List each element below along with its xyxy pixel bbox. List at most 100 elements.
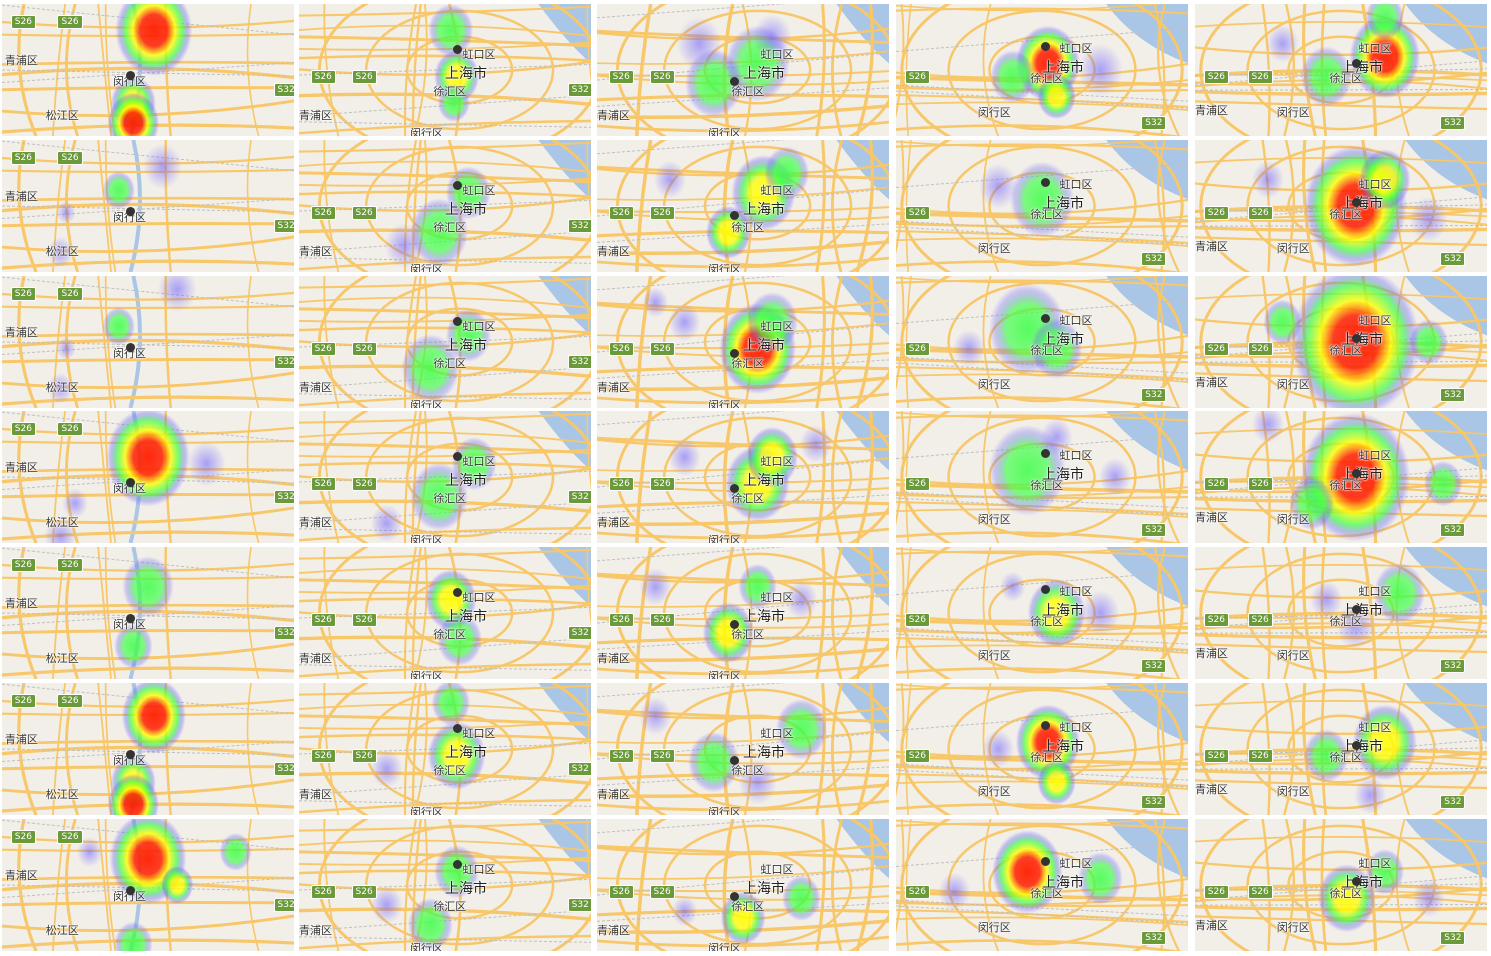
location-marker[interactable] [1351,334,1361,344]
location-marker[interactable] [452,316,462,326]
map-tile-r2-c1[interactable]: 青浦区 闵行区 徐汇区 虹口区 上海市 S26 S26 S32 [299,276,591,408]
map-tile-r6-c2[interactable]: 青浦区 闵行区 徐汇区 虹口区 上海市 S26 S26 [597,819,889,951]
location-marker[interactable] [1351,59,1361,69]
location-marker[interactable] [126,886,136,896]
map-tile-r5-c1[interactable]: 青浦区 闵行区 徐汇区 虹口区 上海市 S26 S26 S32 [299,683,591,815]
location-marker[interactable] [126,71,136,81]
map-canvas [2,140,294,272]
xuhui-label: 徐汇区 [731,357,765,371]
map-tile-r2-c3[interactable]: 闵行区 徐汇区 虹口区 上海市 S26 S32 [896,276,1188,408]
location-marker[interactable] [126,343,136,353]
location-marker[interactable] [730,211,740,221]
railway [597,276,787,291]
location-marker[interactable] [1351,198,1361,208]
location-marker[interactable] [1040,857,1050,867]
location-marker[interactable] [126,207,136,217]
s26-shield: S26 [904,206,930,220]
map-tile-r6-c3[interactable]: 闵行区 徐汇区 虹口区 上海市 S26 S32 [896,819,1188,951]
map-tile-r1-c1[interactable]: 青浦区 闵行区 徐汇区 虹口区 上海市 S26 S26 S32 [299,140,591,272]
qingpu-label: 青浦区 [597,787,630,801]
map-tile-r3-c2[interactable]: 青浦区 闵行区 徐汇区 虹口区 上海市 S26 S26 [597,411,889,543]
location-marker[interactable] [730,348,740,358]
location-marker[interactable] [452,587,462,597]
map-tile-r0-c4[interactable]: 青浦区 闵行区 徐汇区 虹口区 上海市 S26 S26 S32 [1195,4,1487,136]
map-tile-r2-c4[interactable]: 青浦区 闵行区 徐汇区 虹口区 上海市 S26 S26 S32 [1195,276,1487,408]
map-tile-r3-c1[interactable]: 青浦区 闵行区 徐汇区 虹口区 上海市 S26 S26 S32 [299,411,591,543]
location-marker[interactable] [730,619,740,629]
map-tile-r0-c3[interactable]: 闵行区 徐汇区 虹口区 上海市 S26 S32 [896,4,1188,136]
minhang-label: 闵行区 [707,263,741,272]
map-tile-r6-c0[interactable]: 青浦区 松江区 闵行区 S26 S26 S32 [2,819,294,951]
heat-blob [1409,196,1448,242]
xuhui-label: 徐汇区 [433,628,467,642]
location-marker[interactable] [1040,42,1050,52]
road [104,411,117,543]
minhang-label: 闵行区 [1276,921,1310,935]
location-marker[interactable] [1040,721,1050,731]
qingpu-label: 青浦区 [299,651,332,665]
road [2,196,294,202]
road [815,4,826,136]
map-tile-r4-c0[interactable]: 青浦区 松江区 闵行区 S26 S26 S32 [2,547,294,679]
heat-blob [1266,24,1299,63]
map-tile-r5-c3[interactable]: 闵行区 徐汇区 虹口区 上海市 S26 S32 [896,683,1188,815]
map-tile-r1-c3[interactable]: 闵行区 徐汇区 虹口区 上海市 S26 S32 [896,140,1188,272]
location-marker[interactable] [730,755,740,765]
map-tile-r3-c4[interactable]: 青浦区 闵行区 徐汇区 虹口区 上海市 S26 S26 S32 [1195,411,1487,543]
location-marker[interactable] [730,76,740,86]
map-tile-r3-c3[interactable]: 闵行区 徐汇区 虹口区 上海市 S26 S32 [896,411,1188,543]
map-tile-r2-c2[interactable]: 青浦区 闵行区 徐汇区 虹口区 上海市 S26 S26 [597,276,889,408]
map-tile-r6-c4[interactable]: 青浦区 闵行区 徐汇区 虹口区 上海市 S26 S26 S32 [1195,819,1487,951]
map-tile-r4-c3[interactable]: 闵行区 徐汇区 虹口区 上海市 S26 S32 [896,547,1188,679]
location-marker[interactable] [1040,585,1050,595]
map-tile-r4-c1[interactable]: 青浦区 闵行区 徐汇区 虹口区 上海市 S26 S26 S32 [299,547,591,679]
heat-blob [720,891,766,945]
minhang-label: 闵行区 [1276,649,1310,663]
map-tile-r0-c1[interactable]: 青浦区 闵行区 徐汇区 虹口区 上海市 S26 S26 S32 [299,4,591,136]
location-marker[interactable] [1040,314,1050,324]
map-tile-r3-c0[interactable]: 青浦区 松江区 闵行区 S26 S26 S32 [2,411,294,543]
s32-shield: S32 [1141,252,1167,267]
xuhui-label: 徐汇区 [433,492,467,506]
road [896,822,1188,830]
heat-blob [1030,318,1083,379]
road [896,7,1188,15]
map-tile-r5-c4[interactable]: 青浦区 闵行区 徐汇区 虹口区 上海市 S26 S26 S32 [1195,683,1487,815]
hongkou-label: 虹口区 [1358,720,1392,734]
location-marker[interactable] [126,614,136,624]
map-tile-r4-c4[interactable]: 青浦区 闵行区 徐汇区 虹口区 上海市 S26 S26 S32 [1195,547,1487,679]
s26-shield: S26 [310,342,336,356]
location-marker[interactable] [1351,605,1361,615]
map-tile-r6-c1[interactable]: 青浦区 闵行区 徐汇区 虹口区 上海市 S26 S26 S32 [299,819,591,951]
map-tile-r5-c0[interactable]: 青浦区 松江区 闵行区 S26 S26 S32 [2,683,294,815]
location-marker[interactable] [452,180,462,190]
location-marker[interactable] [1351,469,1361,479]
map-tile-r2-c0[interactable]: 青浦区 松江区 闵行区 S26 S26 S32 [2,276,294,408]
location-marker[interactable] [452,859,462,869]
location-marker[interactable] [730,891,740,901]
location-marker[interactable] [126,750,136,760]
map-tile-r5-c2[interactable]: 青浦区 闵行区 徐汇区 虹口区 上海市 S26 S26 [597,683,889,815]
location-marker[interactable] [452,723,462,733]
heat-blob [1300,46,1353,107]
road [299,326,591,334]
location-marker[interactable] [452,44,462,54]
road [2,221,294,228]
map-tile-r1-c0[interactable]: 青浦区 松江区 闵行区 S26 S26 S32 [2,140,294,272]
map-tile-r1-c2[interactable]: 青浦区 闵行区 徐汇区 虹口区 上海市 S26 S26 [597,140,889,272]
location-marker[interactable] [1351,877,1361,887]
map-tile-r4-c2[interactable]: 青浦区 闵行区 徐汇区 虹口区 上海市 S26 S26 [597,547,889,679]
location-marker[interactable] [1040,449,1050,459]
road [597,885,889,893]
location-marker[interactable] [1040,178,1050,188]
location-marker[interactable] [126,478,136,488]
map-tile-r0-c0[interactable]: 青浦区 松江区 闵行区 S26 S26 S32 [2,4,294,136]
location-marker[interactable] [1351,741,1361,751]
heat-blob [1081,590,1120,636]
location-marker[interactable] [452,451,462,461]
hongkou-label: 虹口区 [1059,177,1093,191]
map-tile-r0-c2[interactable]: 青浦区 闵行区 徐汇区 虹口区 上海市 S26 S26 [597,4,889,136]
map-tile-r1-c4[interactable]: 青浦区 闵行区 徐汇区 虹口区 上海市 S26 S26 S32 [1195,140,1487,272]
minhang-label: 闵行区 [977,106,1011,120]
location-marker[interactable] [730,483,740,493]
